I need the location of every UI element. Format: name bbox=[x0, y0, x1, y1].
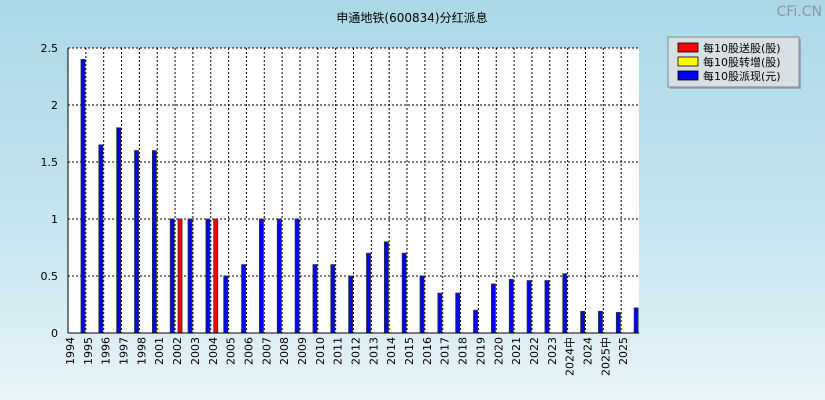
legend-swatch bbox=[677, 56, 699, 67]
watermark: CFi.CN bbox=[777, 4, 822, 20]
x-tick-label: 2018 bbox=[457, 337, 470, 365]
bar bbox=[473, 309, 478, 334]
bar bbox=[187, 218, 193, 334]
x-tick-label: 2012 bbox=[350, 337, 363, 365]
x-axis-ticks: 1994 1995 1996 1997 1998 2001 2002 2003 2004 2005… bbox=[64, 337, 630, 376]
legend: 每10股送股(股)每10股转增(股)每10股派现(元) bbox=[667, 36, 801, 89]
x-tick-label: 2017 bbox=[439, 337, 452, 365]
x-tick-label: 2011 bbox=[332, 337, 345, 365]
x-tick-label: 2022 bbox=[528, 337, 541, 365]
x-tick-label: 2009 bbox=[296, 337, 309, 365]
y-axis-ticks: 0 0.5 1 1.5 2 2.5 bbox=[41, 42, 59, 340]
bar bbox=[348, 275, 354, 334]
y-tick-label: 0 bbox=[51, 327, 58, 340]
x-tick-label: 1996 bbox=[100, 337, 113, 365]
bar bbox=[213, 218, 219, 334]
bar bbox=[455, 292, 461, 334]
bar bbox=[80, 59, 86, 334]
y-tick-label: 1.5 bbox=[41, 156, 59, 169]
bar bbox=[116, 127, 122, 334]
x-tick-label: 2002 bbox=[171, 337, 184, 365]
y-tick-label: 2 bbox=[51, 99, 58, 112]
bar bbox=[598, 310, 603, 334]
x-tick-label: 2015 bbox=[403, 337, 416, 365]
x-tick-label: 2025 bbox=[617, 337, 630, 365]
x-tick-label: 2023 bbox=[546, 337, 559, 365]
bar bbox=[169, 218, 175, 334]
legend-swatch bbox=[677, 70, 699, 81]
bar bbox=[526, 280, 532, 334]
x-tick-label: 2014 bbox=[385, 337, 398, 365]
x-tick-label: 2003 bbox=[189, 337, 202, 365]
x-tick-label: 2016 bbox=[421, 337, 434, 365]
bar bbox=[259, 218, 264, 334]
bar bbox=[330, 264, 336, 334]
bar bbox=[98, 144, 104, 334]
legend-label: 每10股转增(股) bbox=[703, 55, 781, 69]
x-tick-label: 1995 bbox=[82, 337, 95, 365]
axes bbox=[67, 48, 639, 334]
bar bbox=[151, 150, 157, 334]
bar bbox=[177, 218, 183, 334]
y-tick-label: 2.5 bbox=[41, 42, 59, 55]
legend-label: 每10股派现(元) bbox=[703, 69, 781, 83]
bar bbox=[223, 275, 229, 334]
x-tick-label: 2024中 bbox=[564, 337, 577, 376]
bar bbox=[383, 241, 389, 334]
x-tick-label: 2025中 bbox=[599, 337, 612, 376]
x-tick-label: 2005 bbox=[225, 337, 238, 365]
bar bbox=[437, 292, 443, 334]
y-tick-label: 0.5 bbox=[41, 270, 59, 283]
x-tick-label: 2013 bbox=[367, 337, 380, 365]
bar bbox=[366, 252, 371, 334]
x-tick-label: 1998 bbox=[135, 337, 148, 365]
y-tick-label: 1 bbox=[51, 213, 58, 226]
bar bbox=[544, 280, 550, 334]
x-tick-label: 1994 bbox=[64, 337, 77, 365]
bar bbox=[401, 252, 407, 334]
bar bbox=[633, 307, 639, 334]
x-tick-label: 2001 bbox=[153, 337, 166, 365]
bar bbox=[491, 283, 496, 334]
x-tick-label: 2020 bbox=[492, 337, 505, 365]
bar bbox=[312, 264, 318, 334]
bar bbox=[294, 218, 300, 334]
bar bbox=[276, 218, 282, 334]
bar bbox=[419, 275, 425, 334]
bar bbox=[615, 312, 621, 334]
bar bbox=[134, 150, 139, 334]
bar bbox=[562, 273, 568, 334]
x-tick-label: 2008 bbox=[278, 337, 291, 365]
bar bbox=[508, 279, 514, 334]
legend-swatch bbox=[677, 42, 699, 53]
legend-label: 每10股送股(股) bbox=[703, 41, 781, 55]
x-tick-label: 2021 bbox=[510, 337, 523, 365]
chart-title: 申通地铁(600834)分红派息 bbox=[336, 10, 487, 25]
x-tick-label: 2007 bbox=[260, 337, 273, 365]
x-tick-label: 2019 bbox=[474, 337, 487, 365]
x-tick-label: 2010 bbox=[314, 337, 327, 365]
bar bbox=[241, 264, 246, 334]
bar bbox=[580, 310, 586, 334]
bar bbox=[205, 218, 211, 334]
x-tick-label: 2024 bbox=[581, 337, 594, 365]
x-tick-label: 1997 bbox=[118, 337, 131, 365]
x-tick-label: 2004 bbox=[207, 337, 220, 365]
x-tick-label: 2006 bbox=[242, 337, 255, 365]
